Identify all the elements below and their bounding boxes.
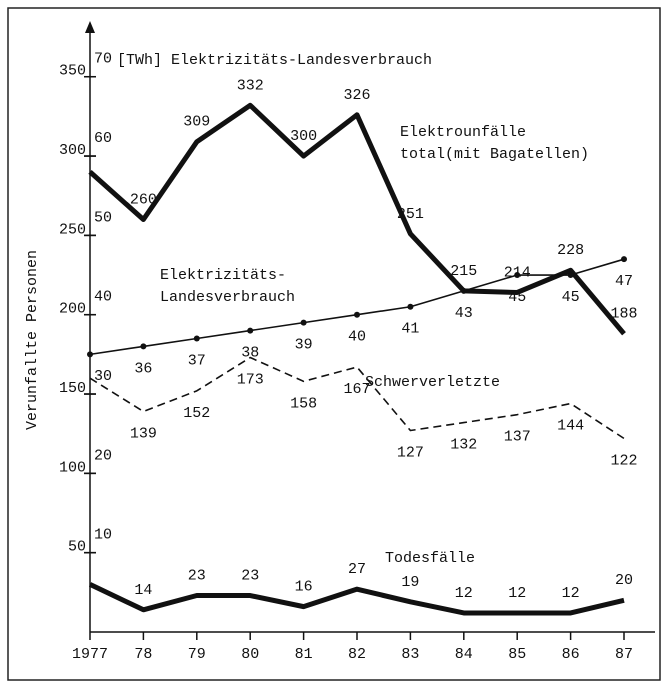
x-tick-label: 80 bbox=[241, 646, 259, 663]
y2-tick-label: 30 bbox=[94, 368, 112, 385]
x-tick-label: 82 bbox=[348, 646, 366, 663]
y2-tick-label: 40 bbox=[94, 289, 112, 306]
value-label: 37 bbox=[188, 352, 206, 369]
value-label: 16 bbox=[295, 579, 313, 596]
value-label: 326 bbox=[343, 87, 370, 104]
x-tick-label: 78 bbox=[134, 646, 152, 663]
value-label: 300 bbox=[290, 128, 317, 145]
value-label: 309 bbox=[183, 114, 210, 131]
value-label: 188 bbox=[610, 306, 637, 323]
value-label: 122 bbox=[610, 452, 637, 469]
y-tick-label: 200 bbox=[59, 301, 86, 318]
series-label: Schwerverletzte bbox=[365, 374, 500, 391]
point bbox=[193, 335, 200, 342]
point bbox=[87, 351, 93, 358]
value-label: 332 bbox=[237, 77, 264, 94]
value-label: 158 bbox=[290, 395, 317, 412]
value-label: 43 bbox=[455, 305, 473, 322]
point bbox=[407, 303, 414, 310]
value-label: 215 bbox=[450, 263, 477, 280]
x-tick-label: 79 bbox=[188, 646, 206, 663]
value-label: 167 bbox=[343, 381, 370, 398]
value-label: 127 bbox=[397, 444, 424, 461]
point bbox=[300, 319, 307, 326]
value-label: 45 bbox=[508, 289, 526, 306]
y-tick-label: 50 bbox=[68, 539, 86, 556]
y-tick-label: 350 bbox=[59, 63, 86, 80]
value-label: 27 bbox=[348, 561, 366, 578]
value-label: 36 bbox=[134, 360, 152, 377]
value-label: 20 bbox=[615, 572, 633, 589]
x-tick-label: 86 bbox=[562, 646, 580, 663]
point bbox=[460, 287, 467, 294]
series-label: Elektrizitäts- bbox=[160, 267, 286, 284]
series-label: total(mit Bagatellen) bbox=[400, 146, 589, 163]
value-label: 137 bbox=[504, 429, 531, 446]
series-label: Todesfälle bbox=[385, 550, 475, 567]
value-label: 14 bbox=[134, 582, 152, 599]
y2-tick-label: 20 bbox=[94, 447, 112, 464]
y2-tick-label: 10 bbox=[94, 527, 112, 544]
point bbox=[567, 272, 574, 279]
y2-tick-label: 70 bbox=[94, 51, 112, 68]
point bbox=[354, 311, 360, 318]
y-tick-label: 100 bbox=[59, 459, 86, 476]
x-tick-label: 1977 bbox=[72, 646, 108, 663]
point bbox=[621, 256, 627, 263]
value-label: 12 bbox=[562, 585, 580, 602]
series-label: Elektrounfälle bbox=[400, 124, 526, 141]
value-label: 41 bbox=[401, 321, 419, 338]
y2-tick-label: 50 bbox=[94, 209, 112, 226]
value-label: 45 bbox=[562, 289, 580, 306]
y-tick-label: 150 bbox=[59, 380, 86, 397]
value-label: 260 bbox=[130, 191, 157, 208]
x-tick-label: 85 bbox=[508, 646, 526, 663]
y-axis-label: Verunfallte Personen bbox=[24, 250, 41, 430]
y2-tick-label: 60 bbox=[94, 130, 112, 147]
x-tick-label: 83 bbox=[401, 646, 419, 663]
point bbox=[247, 327, 254, 334]
point bbox=[514, 272, 521, 279]
value-label: 12 bbox=[508, 585, 526, 602]
series-label: Landesverbrauch bbox=[160, 289, 295, 306]
value-label: 19 bbox=[401, 574, 419, 591]
y2-axis-label: [TWh] Elektrizitäts-Landesverbrauch bbox=[117, 52, 432, 69]
y-axis-arrow bbox=[85, 21, 95, 33]
value-label: 251 bbox=[397, 206, 424, 223]
series-line bbox=[88, 582, 625, 616]
value-label: 23 bbox=[241, 567, 259, 584]
y-tick-label: 250 bbox=[59, 221, 86, 238]
value-label: 132 bbox=[450, 437, 477, 454]
value-label: 152 bbox=[183, 405, 210, 422]
value-label: 40 bbox=[348, 329, 366, 346]
value-label: 23 bbox=[188, 567, 206, 584]
x-tick-label: 87 bbox=[615, 646, 633, 663]
series-line bbox=[88, 102, 626, 336]
frame bbox=[7, 7, 661, 681]
value-label: 139 bbox=[130, 425, 157, 442]
value-label: 39 bbox=[295, 337, 313, 354]
value-label: 12 bbox=[455, 585, 473, 602]
value-label: 144 bbox=[557, 418, 584, 435]
y-tick-label: 300 bbox=[59, 142, 86, 159]
point bbox=[140, 343, 147, 350]
x-tick-label: 84 bbox=[455, 646, 473, 663]
x-tick-label: 81 bbox=[295, 646, 313, 663]
value-label: 38 bbox=[241, 345, 259, 362]
value-label: 228 bbox=[557, 242, 584, 259]
value-label: 173 bbox=[237, 372, 264, 389]
value-label: 47 bbox=[615, 273, 633, 290]
